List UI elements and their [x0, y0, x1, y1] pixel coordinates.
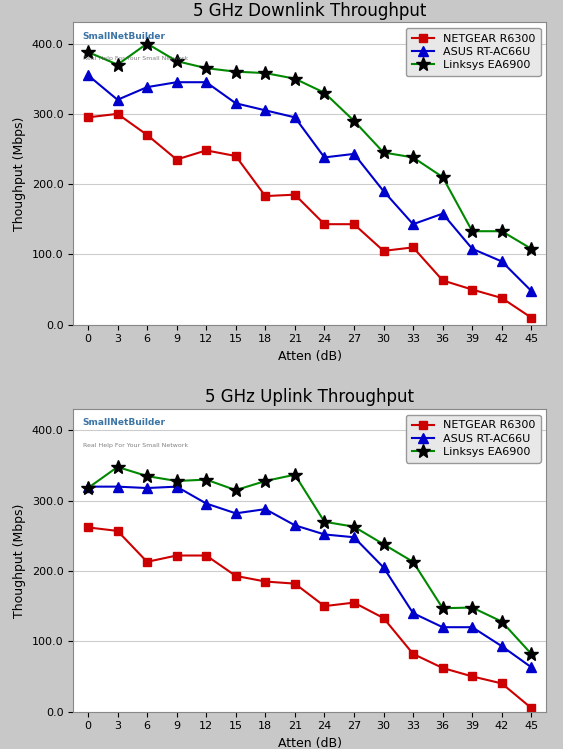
X-axis label: Atten (dB): Atten (dB): [278, 737, 342, 749]
Legend: NETGEAR R6300, ASUS RT-AC66U, Linksys EA6900: NETGEAR R6300, ASUS RT-AC66U, Linksys EA…: [406, 415, 540, 463]
Text: Real Help For Your Small Network: Real Help For Your Small Network: [83, 55, 188, 61]
Y-axis label: Thoughput (Mbps): Thoughput (Mbps): [13, 116, 26, 231]
Text: Real Help For Your Small Network: Real Help For Your Small Network: [83, 443, 188, 448]
Title: 5 GHz Downlink Throughput: 5 GHz Downlink Throughput: [193, 1, 426, 19]
Text: SmallNetBuilder: SmallNetBuilder: [83, 419, 166, 428]
Y-axis label: Thoughput (Mbps): Thoughput (Mbps): [13, 503, 26, 618]
X-axis label: Atten (dB): Atten (dB): [278, 350, 342, 363]
Text: SmallNetBuilder: SmallNetBuilder: [83, 31, 166, 40]
Title: 5 GHz Uplink Throughput: 5 GHz Uplink Throughput: [205, 389, 414, 407]
Legend: NETGEAR R6300, ASUS RT-AC66U, Linksys EA6900: NETGEAR R6300, ASUS RT-AC66U, Linksys EA…: [406, 28, 540, 76]
